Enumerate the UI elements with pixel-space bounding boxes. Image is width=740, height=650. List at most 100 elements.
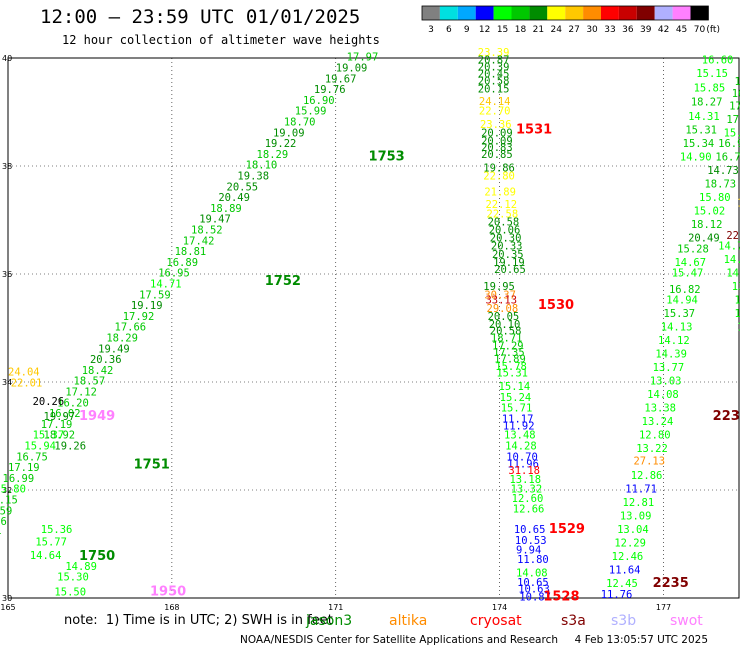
wave-height-label: 19.47: [199, 214, 231, 226]
pass-number-label: 1531: [516, 123, 552, 138]
wave-height-label: 13.8: [732, 281, 740, 293]
wave-height-label: 13.03: [650, 376, 682, 388]
wave-height-label: 18.42: [82, 365, 114, 377]
wave-height-label: 12: [737, 322, 740, 334]
wave-height-label: 17.29: [492, 341, 524, 353]
wave-height-label: 14.67: [674, 257, 706, 269]
wave-height-label: 17.89: [494, 354, 526, 366]
wave-height-label: 13.22: [636, 443, 668, 455]
legend-label: 42: [658, 25, 669, 35]
legend-label: 30: [586, 25, 598, 35]
wave-height-label: 14.94: [666, 295, 698, 307]
wave-height-label: 12.29: [614, 538, 646, 550]
lon-tick-label: 174: [492, 603, 507, 612]
wave-height-label: 22.58: [487, 208, 519, 220]
wave-height-label: 18.92: [44, 430, 76, 442]
wave-height-label: 18.52: [191, 225, 223, 237]
legend-label: 18: [515, 25, 527, 35]
wave-height-label: 10.87: [519, 592, 551, 604]
wave-height-label: 12.46: [612, 551, 644, 563]
wave-height-label: 18.10: [246, 160, 278, 172]
wave-height-label: 19.19: [493, 257, 525, 269]
wave-height-label: 22.70: [479, 106, 511, 118]
wave-height-label: 23.39: [478, 47, 510, 59]
wave-height-label: 19.22: [265, 138, 297, 150]
wave-height-label: 21.89: [484, 187, 516, 199]
wave-height-label: 15.47: [672, 268, 704, 280]
lat-tick-label: 36: [2, 270, 12, 279]
lat-tick-label: 38: [2, 162, 12, 171]
legend-swatch: [457, 6, 476, 20]
wave-height-label: 19.95: [483, 281, 515, 293]
wave-height-label: 15.78: [495, 361, 527, 373]
wave-height-label: 19.86: [483, 162, 515, 174]
mission-s3b: s3b: [611, 613, 637, 629]
wave-height-label: 11.92: [503, 421, 535, 433]
wave-height-label: 15.99: [724, 127, 740, 139]
wave-height-label: 15.14: [499, 381, 531, 393]
legend-swatch: [439, 6, 458, 20]
legend-label: 27: [568, 25, 579, 35]
legend-swatch: [690, 6, 709, 20]
wave-height-label: 20.26: [33, 396, 65, 408]
legend-label: 12: [479, 25, 490, 35]
wave-height-map: 165 168 171 174 17740383634323017.9719.0919.…: [0, 47, 740, 612]
wave-height-label: 20.39: [478, 61, 510, 73]
wave-height-label: 12.66: [513, 504, 545, 516]
wave-height-label: 11.17: [502, 414, 534, 426]
wave-height-label: 17.1: [729, 100, 740, 112]
wave-height-label: 13.: [735, 308, 740, 320]
wave-height-label: 10.63: [518, 584, 550, 596]
wave-height-label: 16.75: [16, 451, 48, 463]
wave-height-label: 18.29: [257, 149, 289, 161]
wave-height-label: 19.49: [98, 343, 130, 355]
wave-height-label: 15.37: [664, 308, 696, 320]
wave-height-label: 27.13: [633, 456, 665, 468]
wave-height-label: 17.19: [41, 419, 73, 431]
wave-height-label: 29.08: [487, 303, 519, 315]
wave-height-label: 16.14: [0, 527, 1, 539]
wave-height-label: 15.28: [677, 243, 709, 255]
wave-height-label: 10.53: [515, 535, 547, 547]
wave-height-label: 15.31: [685, 125, 717, 137]
wave-height-label: 30.37: [484, 289, 516, 301]
wave-height-label: 24.14: [479, 96, 511, 108]
map-frame: [7, 57, 740, 599]
legend-label: 36: [622, 25, 634, 35]
wave-height-label: 14.08: [516, 567, 548, 579]
legend-label: 45: [676, 25, 687, 35]
legend-swatch: [511, 6, 530, 20]
wave-height-label: 20.85: [481, 149, 513, 161]
wave-height-label: 13.48: [504, 430, 536, 442]
wave-height-label: 31.18: [508, 465, 540, 477]
wave-height-label: 22.01: [11, 377, 43, 389]
wave-height-label: 15.99: [295, 106, 327, 118]
wave-height-label: 17.92: [123, 311, 155, 323]
wave-height-label: 20.09: [481, 127, 513, 139]
wave-height-label: 17.97: [347, 52, 379, 64]
wave-height-label: 14.31: [688, 111, 720, 123]
wave-height-label: 13.38: [644, 403, 676, 415]
lon-tick-label: 177: [656, 603, 671, 612]
map-subtitle: 12 hour collection of altimeter wave hei…: [62, 33, 380, 47]
wave-height-label: 33.13: [485, 295, 517, 307]
pass-number-label: 1750: [79, 549, 115, 564]
wave-height-label: 18.12: [691, 219, 723, 231]
wave-height-label: 15.80: [0, 484, 26, 496]
pass-number-label: 1950: [150, 584, 186, 599]
wave-height-label: 13.09: [620, 511, 652, 523]
wave-height-label: 14.90: [680, 152, 712, 164]
wave-height-label: 17.59: [0, 505, 12, 517]
lat-tick-label: 32: [2, 486, 12, 495]
wave-height-label: 15.94: [24, 441, 56, 453]
wave-height-label: 16.60: [702, 54, 734, 66]
mission-s3a: s3a: [561, 613, 586, 629]
wave-height-label: 19.09: [336, 63, 368, 75]
wave-height-label: 12.80: [639, 430, 671, 442]
wave-height-label: 11.96: [507, 458, 539, 470]
wave-height-label: 22.80: [483, 171, 515, 183]
wave-height-label: 18.57: [74, 376, 106, 388]
wave-height-label: 15.31: [496, 368, 528, 380]
wave-height-label: 20.45: [478, 68, 510, 80]
wave-height-label: 15.02: [694, 206, 726, 218]
